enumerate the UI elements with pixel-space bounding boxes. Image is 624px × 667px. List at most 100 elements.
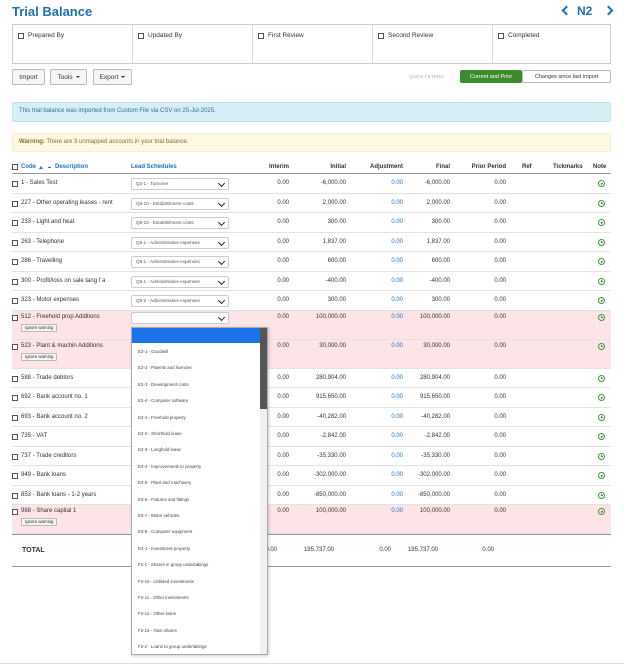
dropdown-option[interactable]: E2-3 - Development costs bbox=[138, 381, 189, 387]
add-note-button[interactable] bbox=[598, 277, 605, 285]
adjustment-value[interactable]: 0.00 bbox=[391, 374, 403, 381]
lead-schedule-select[interactable]: Q5-2 - Administrative expenses bbox=[131, 295, 229, 307]
row-checkbox[interactable] bbox=[12, 509, 18, 515]
row-checkbox[interactable] bbox=[12, 200, 18, 207]
add-note-button[interactable] bbox=[598, 413, 605, 421]
adjustment-value[interactable]: 0.00 bbox=[391, 472, 403, 478]
row-checkbox[interactable] bbox=[12, 314, 18, 321]
dropdown-option[interactable]: F2-12 - Other loans bbox=[138, 611, 177, 617]
next-arrow[interactable] bbox=[603, 5, 614, 16]
lead-schedule-select[interactable]: Q5-1 - Administrative expenses bbox=[131, 236, 229, 249]
dropdown-option[interactable]: E4-1 - Investment property bbox=[138, 545, 190, 551]
lead-schedule-select[interactable]: Q5-1 - Administrative expenses bbox=[131, 256, 229, 268]
ignore-warning-button[interactable]: Ignore warning bbox=[21, 518, 58, 526]
dropdown-option[interactable]: F2-10 - Unlisted investments bbox=[138, 578, 194, 584]
lead-schedule-select[interactable]: Q5-10 - Establishment costs bbox=[131, 197, 229, 210]
dropdown-option[interactable]: E3-6 - Fixtures and fittings bbox=[138, 496, 190, 502]
add-note-button[interactable] bbox=[598, 180, 605, 187]
row-checkbox[interactable] bbox=[12, 375, 18, 382]
tools-button[interactable]: Tools bbox=[50, 69, 87, 85]
row-checkbox[interactable] bbox=[12, 492, 18, 499]
scrollbar-thumb[interactable] bbox=[260, 328, 267, 409]
dropdown-option[interactable]: E2-4 - Computer software bbox=[138, 398, 189, 404]
row-checkbox[interactable] bbox=[12, 434, 18, 440]
col-lead[interactable]: Lead Schedules bbox=[131, 164, 177, 170]
dropdown-option[interactable]: E3-4 - Improvements to property bbox=[138, 463, 202, 469]
adjustment-value[interactable]: 0.00 bbox=[391, 413, 403, 420]
adjustment-value[interactable]: 0.00 bbox=[391, 508, 403, 514]
lead-schedule-select[interactable]: Q2-1 - Turnover bbox=[131, 178, 229, 190]
import-button[interactable]: Import bbox=[12, 69, 45, 85]
add-note-button[interactable] bbox=[598, 199, 605, 207]
col-code[interactable]: Code bbox=[21, 164, 36, 170]
filter-changes[interactable]: Changes since last import bbox=[522, 70, 611, 83]
lead-schedule-select[interactable]: Q5-1 - Administrative expenses bbox=[131, 275, 229, 288]
adjustment-value[interactable]: 0.00 bbox=[391, 199, 403, 206]
row-checkbox[interactable] bbox=[12, 473, 18, 479]
row-checkbox[interactable] bbox=[12, 220, 18, 226]
dropdown-highlight[interactable] bbox=[132, 328, 260, 343]
dropdown-option[interactable]: F2-11 - Other investments bbox=[138, 595, 189, 600]
add-note-button[interactable] bbox=[598, 433, 605, 440]
dropdown-option[interactable]: E2-2 - Patents and licences bbox=[138, 365, 192, 371]
adjustment-value[interactable]: 0.00 bbox=[391, 313, 403, 320]
adjustment-value[interactable]: 0.00 bbox=[391, 452, 403, 459]
add-note-button[interactable] bbox=[598, 219, 605, 226]
add-note-button[interactable] bbox=[598, 508, 605, 515]
add-note-button[interactable] bbox=[598, 472, 605, 479]
signoff-checkbox[interactable] bbox=[138, 33, 144, 39]
add-note-button[interactable] bbox=[598, 297, 605, 304]
adjustment-value[interactable]: 0.00 bbox=[391, 342, 403, 349]
row-checkbox[interactable] bbox=[12, 343, 18, 350]
dropdown-option[interactable]: F2-2 - Loans to group undertakings bbox=[138, 644, 207, 650]
add-note-button[interactable] bbox=[598, 374, 605, 382]
lead-schedule-select[interactable] bbox=[131, 311, 229, 324]
row-checkbox[interactable] bbox=[12, 181, 18, 187]
dropdown-option[interactable]: E3-1 - Freehold property bbox=[138, 414, 186, 420]
signoff-checkbox[interactable] bbox=[18, 33, 24, 39]
add-note-button[interactable] bbox=[598, 238, 605, 246]
prev-arrow[interactable] bbox=[561, 5, 572, 16]
final-value: 300.00 bbox=[431, 219, 450, 225]
ignore-warning-button[interactable]: Ignore warning bbox=[21, 352, 58, 361]
add-note-button[interactable] bbox=[598, 313, 605, 321]
export-button[interactable]: Export bbox=[93, 69, 132, 85]
dropdown-option[interactable]: E3-3 - Longhold lease bbox=[138, 447, 181, 453]
adjustment-value[interactable]: 0.00 bbox=[391, 219, 403, 225]
dropdown-option[interactable]: E3-8 - Computer equipment bbox=[138, 529, 193, 535]
adjustment-value[interactable]: 0.00 bbox=[391, 258, 403, 264]
row-checkbox[interactable] bbox=[12, 278, 18, 285]
select-all-checkbox[interactable] bbox=[12, 164, 18, 170]
row-checkbox[interactable] bbox=[12, 414, 18, 421]
add-note-button[interactable] bbox=[598, 342, 605, 350]
adjustment-value[interactable]: 0.00 bbox=[391, 394, 403, 400]
adjustment-value[interactable]: 0.00 bbox=[391, 297, 403, 303]
row-checkbox[interactable] bbox=[12, 239, 18, 246]
ignore-warning-button[interactable]: Ignore warning bbox=[21, 323, 58, 332]
row-checkbox[interactable] bbox=[12, 453, 18, 460]
lead-schedule-select[interactable]: Q5-10 - Establishment costs bbox=[131, 217, 229, 229]
signoff-checkbox[interactable] bbox=[258, 33, 264, 39]
add-note-button[interactable] bbox=[598, 258, 605, 265]
adjustment-value[interactable]: 0.00 bbox=[391, 491, 403, 498]
signoff-checkbox[interactable] bbox=[498, 33, 504, 39]
dropdown-option[interactable]: F2-13 - Own shares bbox=[138, 627, 177, 633]
dropdown-option[interactable]: E3-5 - Plant and machinery bbox=[138, 480, 192, 486]
col-description[interactable]: Description bbox=[55, 164, 89, 170]
signoff-checkbox[interactable] bbox=[378, 33, 384, 39]
adjustment-value[interactable]: 0.00 bbox=[391, 277, 403, 284]
row-checkbox[interactable] bbox=[12, 395, 18, 401]
row-checkbox[interactable] bbox=[12, 259, 18, 265]
add-note-button[interactable] bbox=[598, 491, 605, 499]
row-checkbox[interactable] bbox=[12, 298, 18, 304]
adjustment-value[interactable]: 0.00 bbox=[391, 238, 403, 245]
dropdown-option[interactable]: E3-7 - Motor vehicles bbox=[138, 513, 180, 518]
dropdown-option[interactable]: E2-1 - Goodwill bbox=[138, 349, 169, 354]
filter-current-prior[interactable]: Current and Prior bbox=[460, 70, 522, 83]
add-note-button[interactable] bbox=[598, 394, 605, 401]
dropdown-option[interactable]: E3-2 - Shorthold lease bbox=[138, 431, 182, 436]
adjustment-value[interactable]: 0.00 bbox=[391, 180, 403, 186]
adjustment-value[interactable]: 0.00 bbox=[391, 433, 403, 439]
add-note-button[interactable] bbox=[598, 452, 605, 460]
dropdown-option[interactable]: F2-1 - Shares in group undertakings bbox=[138, 562, 209, 568]
